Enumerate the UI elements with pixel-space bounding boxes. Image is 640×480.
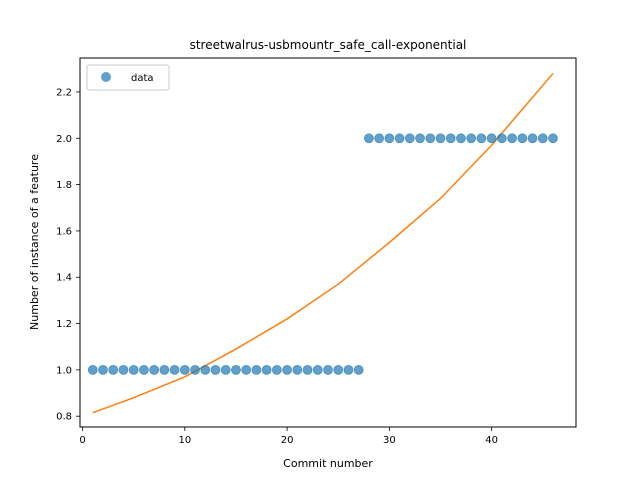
data-points-layer [87,133,558,375]
data-point [312,364,323,375]
data-point [200,364,211,375]
data-point [241,364,252,375]
data-point [271,364,282,375]
legend: data [86,64,170,91]
data-point [476,133,487,144]
data-point [87,364,98,375]
plot-frame [79,57,577,428]
y-tick-label: 0.8 [56,412,72,423]
y-tick-label: 1.2 [56,319,72,330]
data-point [159,364,170,375]
x-axis-ticks: 0 10 20 30 40 [79,427,498,446]
data-point [261,364,272,375]
data-point [415,133,425,144]
y-axis-ticks: 0.8 1.0 1.2 1.4 1.6 1.8 2.0 2.2 [56,87,80,423]
data-point [139,364,149,375]
data-point [507,133,517,144]
data-point [128,364,139,375]
x-tick-label: 20 [281,435,294,446]
y-tick-label: 1.8 [56,180,72,191]
data-point [435,133,446,144]
data-point [496,133,507,144]
data-point [169,364,180,375]
data-point [190,364,200,375]
y-tick-label: 1.4 [56,273,72,284]
data-point [118,364,129,375]
fit-line [92,72,554,414]
data-point [353,364,364,375]
fit-line-layer [92,72,554,414]
data-point [231,364,241,375]
y-axis-label: Number of instance of a feature [28,154,41,330]
data-point [333,364,344,375]
data-point [425,133,436,144]
data-point [527,133,538,144]
data-point [282,364,292,375]
data-point [466,133,477,144]
data-point [149,364,160,375]
data-point [302,364,313,375]
data-point [404,133,415,144]
data-point [323,364,333,375]
data-point [364,133,374,144]
data-point [445,133,456,144]
data-point [537,133,548,144]
data-point [456,133,466,144]
y-tick-label: 1.6 [56,226,72,237]
data-point [394,133,405,144]
y-tick-label: 1.0 [56,365,72,376]
data-point [384,133,395,144]
data-point [486,133,497,144]
legend-label-data: data [131,73,154,84]
data-point [179,364,190,375]
data-point [374,133,385,144]
x-tick-label: 10 [178,435,191,446]
data-point [108,364,119,375]
data-point [98,364,108,375]
data-point [251,364,262,375]
legend-box [86,64,170,91]
legend-marker-data [101,72,111,82]
y-tick-label: 2.0 [56,134,72,145]
data-point [210,364,221,375]
x-tick-label: 0 [79,435,85,446]
data-point [220,364,231,375]
data-point [548,133,558,144]
data-point [517,133,528,144]
x-tick-label: 30 [383,435,396,446]
data-point [292,364,303,375]
y-tick-label: 2.2 [56,87,72,98]
x-axis-label: Commit number [283,457,373,470]
chart-title: streetwalrus-usbmountr_safe_call-exponen… [190,38,467,52]
data-point [343,364,354,375]
x-tick-label: 40 [485,435,498,446]
